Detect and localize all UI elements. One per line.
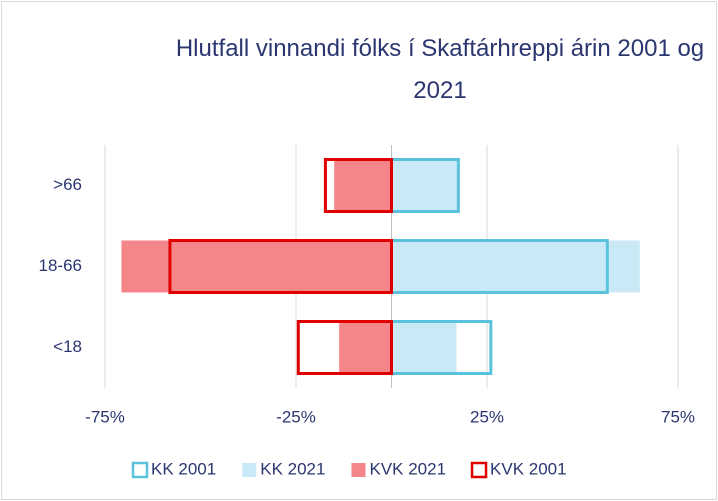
x-tick-label: 75% — [661, 407, 695, 426]
legend-label: KK 2021 — [260, 459, 325, 478]
chart-title: Hlutfall vinnandi fólks í Skaftárhreppi … — [175, 35, 705, 104]
legend-swatch — [470, 461, 488, 479]
bar — [168, 239, 393, 294]
bar — [323, 158, 393, 213]
legend-swatch — [242, 463, 257, 477]
bar — [121, 240, 392, 293]
y-tick-label: <18 — [53, 337, 82, 356]
bar — [296, 320, 393, 375]
legend-label: KK 2001 — [151, 459, 216, 478]
y-tick-label: >66 — [53, 175, 82, 194]
y-tick-label: 18-66 — [39, 256, 82, 275]
bar — [339, 321, 392, 374]
bar — [391, 240, 640, 293]
legend-label: KVK 2021 — [369, 459, 446, 478]
x-tick-label: -25% — [276, 407, 316, 426]
bar — [391, 321, 457, 374]
x-tick-label: -75% — [85, 407, 125, 426]
legend-swatch — [131, 461, 149, 479]
legend-label: KVK 2001 — [490, 459, 567, 478]
x-tick-label: 25% — [470, 407, 504, 426]
legend-swatch — [351, 463, 366, 477]
bar — [391, 159, 459, 212]
bar — [334, 159, 392, 212]
